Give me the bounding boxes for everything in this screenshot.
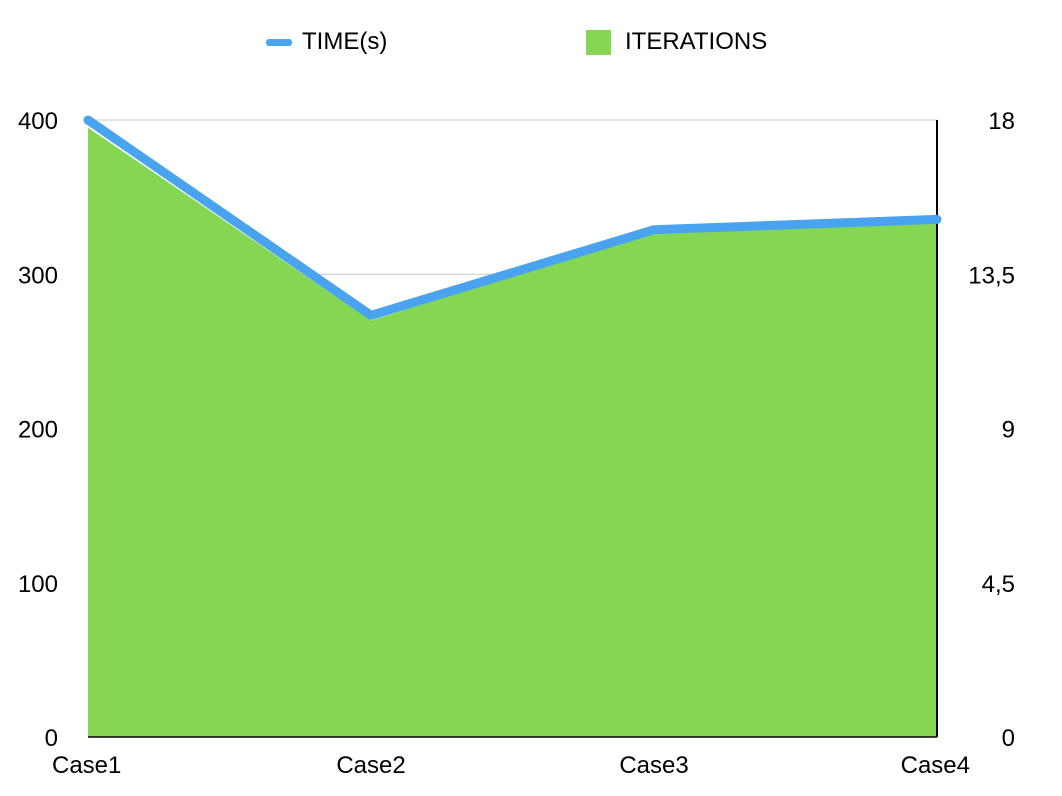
chart-legend: TIME(s) ITERATIONS [0,28,1062,60]
legend-label-iterations: ITERATIONS [625,28,768,55]
right-tick-label: 0 [1002,725,1015,752]
category-label: Case2 [336,752,405,779]
line-series [83,115,942,320]
left-tick-label: 300 [18,262,58,289]
left-tick-label: 100 [18,571,58,598]
right-tick-label: 9 [1002,417,1015,444]
right-tick-label: 4,5 [982,571,1015,598]
left-tick-label: 400 [18,108,58,135]
left-tick-label: 200 [18,417,58,444]
category-label: Case1 [52,752,121,779]
legend-swatch-iterations [586,29,611,55]
category-label: Case4 [901,752,970,779]
area-series [88,127,937,737]
legend-item-time: TIME(s) [266,28,387,56]
right-tick-label: 18 [988,108,1015,135]
line-time [83,115,942,320]
area-iterations [88,127,937,737]
category-label: Case3 [619,752,688,779]
left-tick-label: 0 [45,725,58,752]
legend-label-time: TIME(s) [302,28,388,55]
legend-swatch-time [266,38,292,46]
tick-labels: 0 100 200 300 400 0 4,5 9 13,5 18 Case1 Case2 Case3 C… [18,108,1015,779]
right-tick-label: 13,5 [968,262,1015,289]
legend-item-iterations: ITERATIONS [586,28,767,56]
